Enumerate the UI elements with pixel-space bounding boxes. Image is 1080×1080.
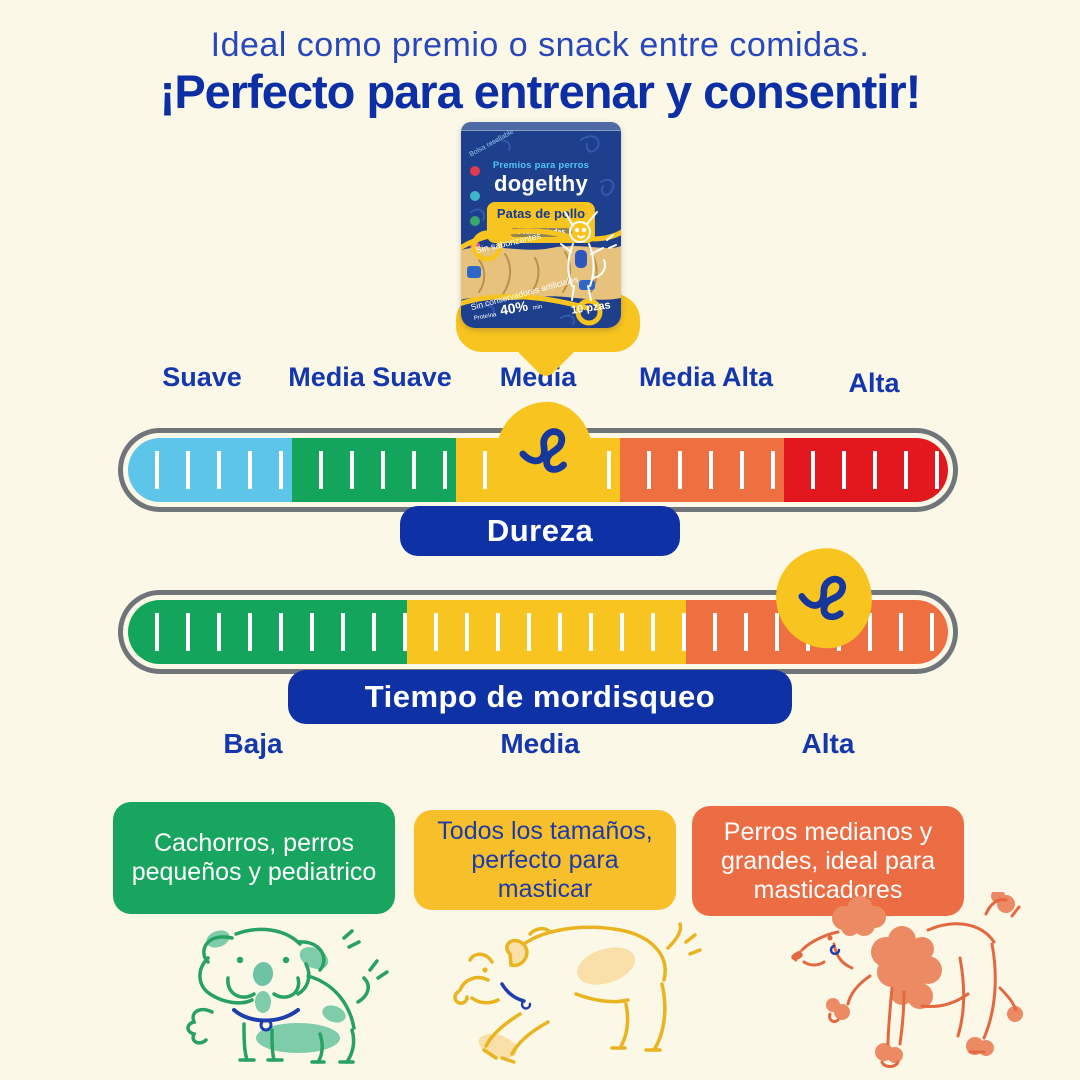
hardness-label-alta: Alta: [848, 368, 900, 398]
dogelthy-logo-icon: [519, 428, 567, 473]
benefit-icon-green: [470, 216, 480, 226]
headline-title: ¡Perfecto para entrenar y consentir!: [159, 65, 922, 118]
dog-illustration-bulldog: [186, 927, 389, 1064]
chew-time-marker: [772, 544, 876, 652]
package-tagline: Premios para perros: [492, 160, 590, 171]
hardness-label-media-alta: Media Alta: [638, 362, 774, 392]
protein-label: Proteína: [473, 312, 497, 322]
level-label-media: Media: [500, 728, 580, 759]
chew-segment-media: [406, 600, 686, 664]
callout-alta: Perros medianos y grandes, ideal para ma…: [692, 806, 964, 916]
product-name: Patas de pollo: [496, 206, 586, 221]
callout-media-text: Todos los tamaños, perfecto para mastica…: [437, 816, 653, 903]
protein-unit: min: [532, 303, 543, 312]
chew-segment-baja: [128, 600, 407, 664]
hardness-segment-suave: [128, 438, 292, 502]
yellow-ribbon-doodle: [461, 228, 621, 326]
dogelthy-logo-icon: [798, 575, 847, 621]
hardness-marker: [492, 398, 598, 506]
hardness-label-media-suave: Media Suave: [288, 362, 452, 392]
callout-alta-text: Perros medianos y grandes, ideal para ma…: [720, 817, 936, 904]
hardness-segment-alta: [784, 438, 948, 502]
hardness-segment-media-suave: [292, 438, 456, 502]
level-label-alta: Alta: [801, 728, 855, 759]
level-label-baja: Baja: [223, 728, 283, 759]
benefit-icon-teal: [470, 191, 480, 201]
callout-baja-text: Cachorros, perros pequeños y pediatrico: [131, 829, 377, 886]
hardness-title-pill: Dureza: [400, 506, 680, 556]
hardness-segment-media-alta: [620, 438, 784, 502]
dog-illustration-playful: [453, 922, 702, 1064]
hardness-label-suave: Suave: [162, 362, 242, 392]
hardness-scale-labels: Suave Media Suave Media Media Alta Alta: [118, 362, 958, 398]
callout-baja: Cachorros, perros pequeños y pediatrico: [113, 802, 395, 914]
callout-media: Todos los tamaños, perfecto para mastica…: [414, 810, 676, 910]
brand-logo-text: dogelthy: [493, 171, 589, 196]
protein-value: 40%: [498, 297, 530, 319]
pouch-seal: [461, 122, 621, 131]
chew-time-title-pill: Tiempo de mordisqueo: [288, 670, 792, 724]
headline-subtitle: Ideal como premio o snack entre comidas.: [210, 26, 870, 64]
benefit-icon-red: [470, 166, 480, 176]
dog-illustration-poodle: [791, 892, 1023, 1068]
product-package: Bolsa resellable Premios para perros dog…: [461, 122, 621, 328]
package-dog-line-art: [560, 211, 617, 301]
